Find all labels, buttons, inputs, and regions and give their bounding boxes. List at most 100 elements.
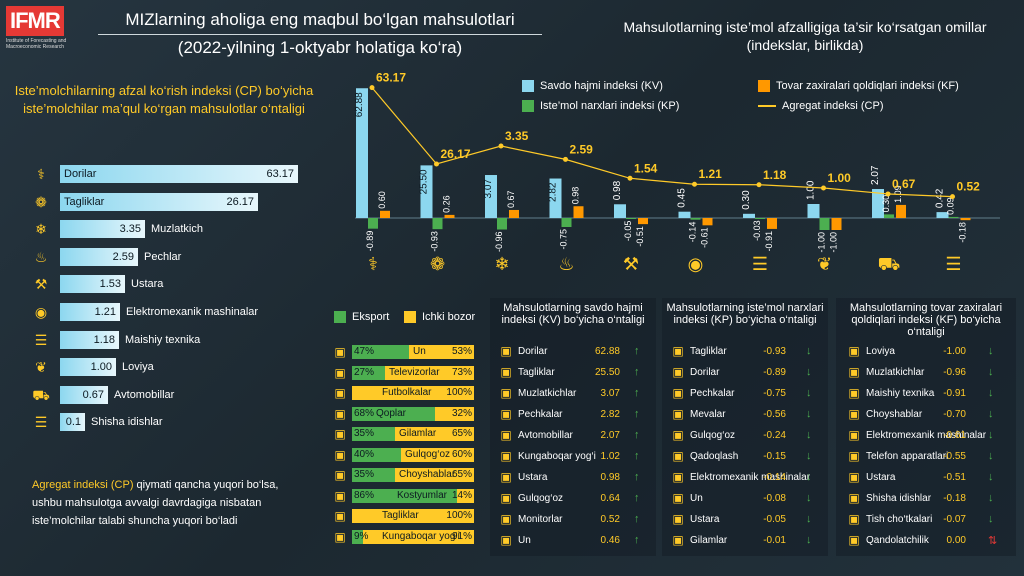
cp-bar-label: Ustara xyxy=(131,278,164,291)
fridge-icon-glyph: ❄ xyxy=(35,221,47,238)
arrow-up-icon: ↑ xyxy=(634,513,640,525)
diaper-icon: ❁ xyxy=(32,193,50,213)
row-value: -0.75 xyxy=(763,387,786,399)
kp-bar xyxy=(626,218,636,219)
row-value: 0.46 xyxy=(600,534,620,546)
row-name: Ustara xyxy=(518,471,548,483)
cp-bar-value: 1.18 xyxy=(93,333,115,346)
product-icon: ▣ xyxy=(334,406,346,421)
row-icon: ▣ xyxy=(500,533,512,547)
table-row: ▣ Kungaboqar yog‘i 1.02 ↑ xyxy=(498,447,646,465)
arrow-down-icon: ↓ xyxy=(988,513,994,525)
export-bar: 47% Un 53% xyxy=(352,345,474,359)
legend-ichki-swatch xyxy=(404,311,416,323)
arrow-down-icon: ↓ xyxy=(988,429,994,441)
row-icon: ▣ xyxy=(500,470,512,484)
kv-label: 1.00 xyxy=(806,180,817,200)
pills-icon-glyph: ⚕ xyxy=(37,166,45,182)
cp-note-text: qiymati qancha yuqori bo‘lsa, ushbu mahs… xyxy=(32,479,279,527)
table-row: ▣ Tagliklar -0.93 ↓ xyxy=(670,342,818,360)
legend-kv-label: Savdo hajmi indeksi (KV) xyxy=(540,80,663,92)
kp-label: 0.09 xyxy=(946,197,956,215)
title-divider xyxy=(98,34,542,35)
row-icon: ▣ xyxy=(500,491,512,505)
cp-bar-label: Shisha idishlar xyxy=(91,416,163,429)
domestic-pct: 53% xyxy=(451,346,472,357)
row-icon: ▣ xyxy=(672,449,684,463)
cp-bar-value: 0.67 xyxy=(82,388,104,401)
bottles-icon: ☰ xyxy=(32,413,50,433)
row-name: Elektromexanik mashinalar xyxy=(690,471,811,483)
arrow-down-icon: ↓ xyxy=(988,387,994,399)
kf-bar xyxy=(444,214,455,218)
arrow-down-icon: ↓ xyxy=(806,471,812,483)
arrow-up-icon: ↑ xyxy=(634,408,640,420)
export-bar: 35% Gilamlar 65% xyxy=(352,427,474,441)
export-name: Gulqog‘oz xyxy=(405,448,451,460)
export-pct: 40% xyxy=(354,448,375,460)
export-pct: 9% xyxy=(354,530,369,542)
kv-bar xyxy=(420,165,433,218)
kv-label: 0.45 xyxy=(677,188,688,208)
table-row: ▣ Telefon apparatlari -0.55 ↓ xyxy=(846,447,1000,465)
kp-label: -0.89 xyxy=(365,231,375,252)
domestic-share xyxy=(363,529,474,544)
row-icon: ▣ xyxy=(672,386,684,400)
page-title: MIZlarning aholiga eng maqbul bo‘lgan ma… xyxy=(125,10,515,29)
arrow-down-icon: ↓ xyxy=(806,513,812,525)
domestic-pct: 100% xyxy=(446,387,472,398)
radiator-icon: ☰ xyxy=(32,331,50,351)
row-icon: ▣ xyxy=(672,407,684,421)
kf-bar xyxy=(767,218,777,229)
row-icon: ▣ xyxy=(500,449,512,463)
row-value: 2.07 xyxy=(600,429,620,441)
diaper-icon-glyph: ❁ xyxy=(35,193,47,210)
radiator-icon: ☰ xyxy=(751,254,769,274)
export-bar: 35% Choyshablar 65% xyxy=(352,468,474,482)
row-icon: ▣ xyxy=(672,344,684,358)
cp-point xyxy=(563,156,568,162)
legend-kp: Iste’mol narxlari indeksi (KP) xyxy=(522,100,679,112)
product-icon: ▣ xyxy=(334,345,346,359)
kf-bar xyxy=(960,218,971,221)
kf-label: 0.98 xyxy=(571,187,581,205)
cp-bar: 1.21 xyxy=(60,303,120,321)
domestic-pct: 73% xyxy=(451,366,472,378)
row-value: 62.88 xyxy=(594,345,620,357)
export-bar: 86% Kostyumlar 14% xyxy=(352,488,474,503)
row-name: Muzlatkichlar xyxy=(866,366,925,378)
kp-bar xyxy=(755,218,765,219)
row-value: 3.07 xyxy=(600,387,620,399)
arrow-down-icon: ↓ xyxy=(988,408,994,420)
cp-bar-label: Muzlatkich xyxy=(151,223,203,236)
cp-bar: 1.00 xyxy=(60,358,116,377)
arrow-down-icon: ↓ xyxy=(806,366,812,378)
row-icon: ▣ xyxy=(672,512,684,526)
cp-point xyxy=(885,191,891,197)
table-row: ▣ Mevalar -0.56 ↓ xyxy=(670,405,818,423)
row-value: -0.96 xyxy=(943,366,966,378)
row-icon: ▣ xyxy=(848,491,860,505)
row-name: Elektromexanik mashinalar xyxy=(866,429,987,441)
kp-label: -0.14 xyxy=(688,222,698,243)
cp-point xyxy=(756,182,762,188)
arrow-down-icon: ⇅ xyxy=(988,534,998,547)
kf-bar xyxy=(638,218,648,225)
legend-kf-swatch xyxy=(758,80,770,92)
arrow-down-icon: ↓ xyxy=(988,450,994,462)
row-value: -0.56 xyxy=(763,408,786,420)
kp-table-title: Mahsulotlarning iste’mol narxlari indeks… xyxy=(666,302,824,326)
product-icon: ▣ xyxy=(334,386,346,400)
row-value: -0.61 xyxy=(943,429,966,441)
razor-icon: ⚒ xyxy=(622,254,640,274)
row-icon: ▣ xyxy=(848,407,860,421)
table-row: ▣ Dorilar 62.88 ↑ xyxy=(498,342,646,360)
row-value: -0.93 xyxy=(763,345,786,357)
cp-label: 1.18 xyxy=(763,168,787,182)
row-icon: ▣ xyxy=(848,470,860,484)
stove-icon-glyph: ♨ xyxy=(34,248,48,265)
right-chart-title: Mahsulotlarning iste’mol afzalligiga ta’… xyxy=(623,19,987,53)
bottles-icon-glyph: ☰ xyxy=(34,414,48,431)
domestic-share xyxy=(435,406,474,421)
cp-point xyxy=(821,185,826,191)
